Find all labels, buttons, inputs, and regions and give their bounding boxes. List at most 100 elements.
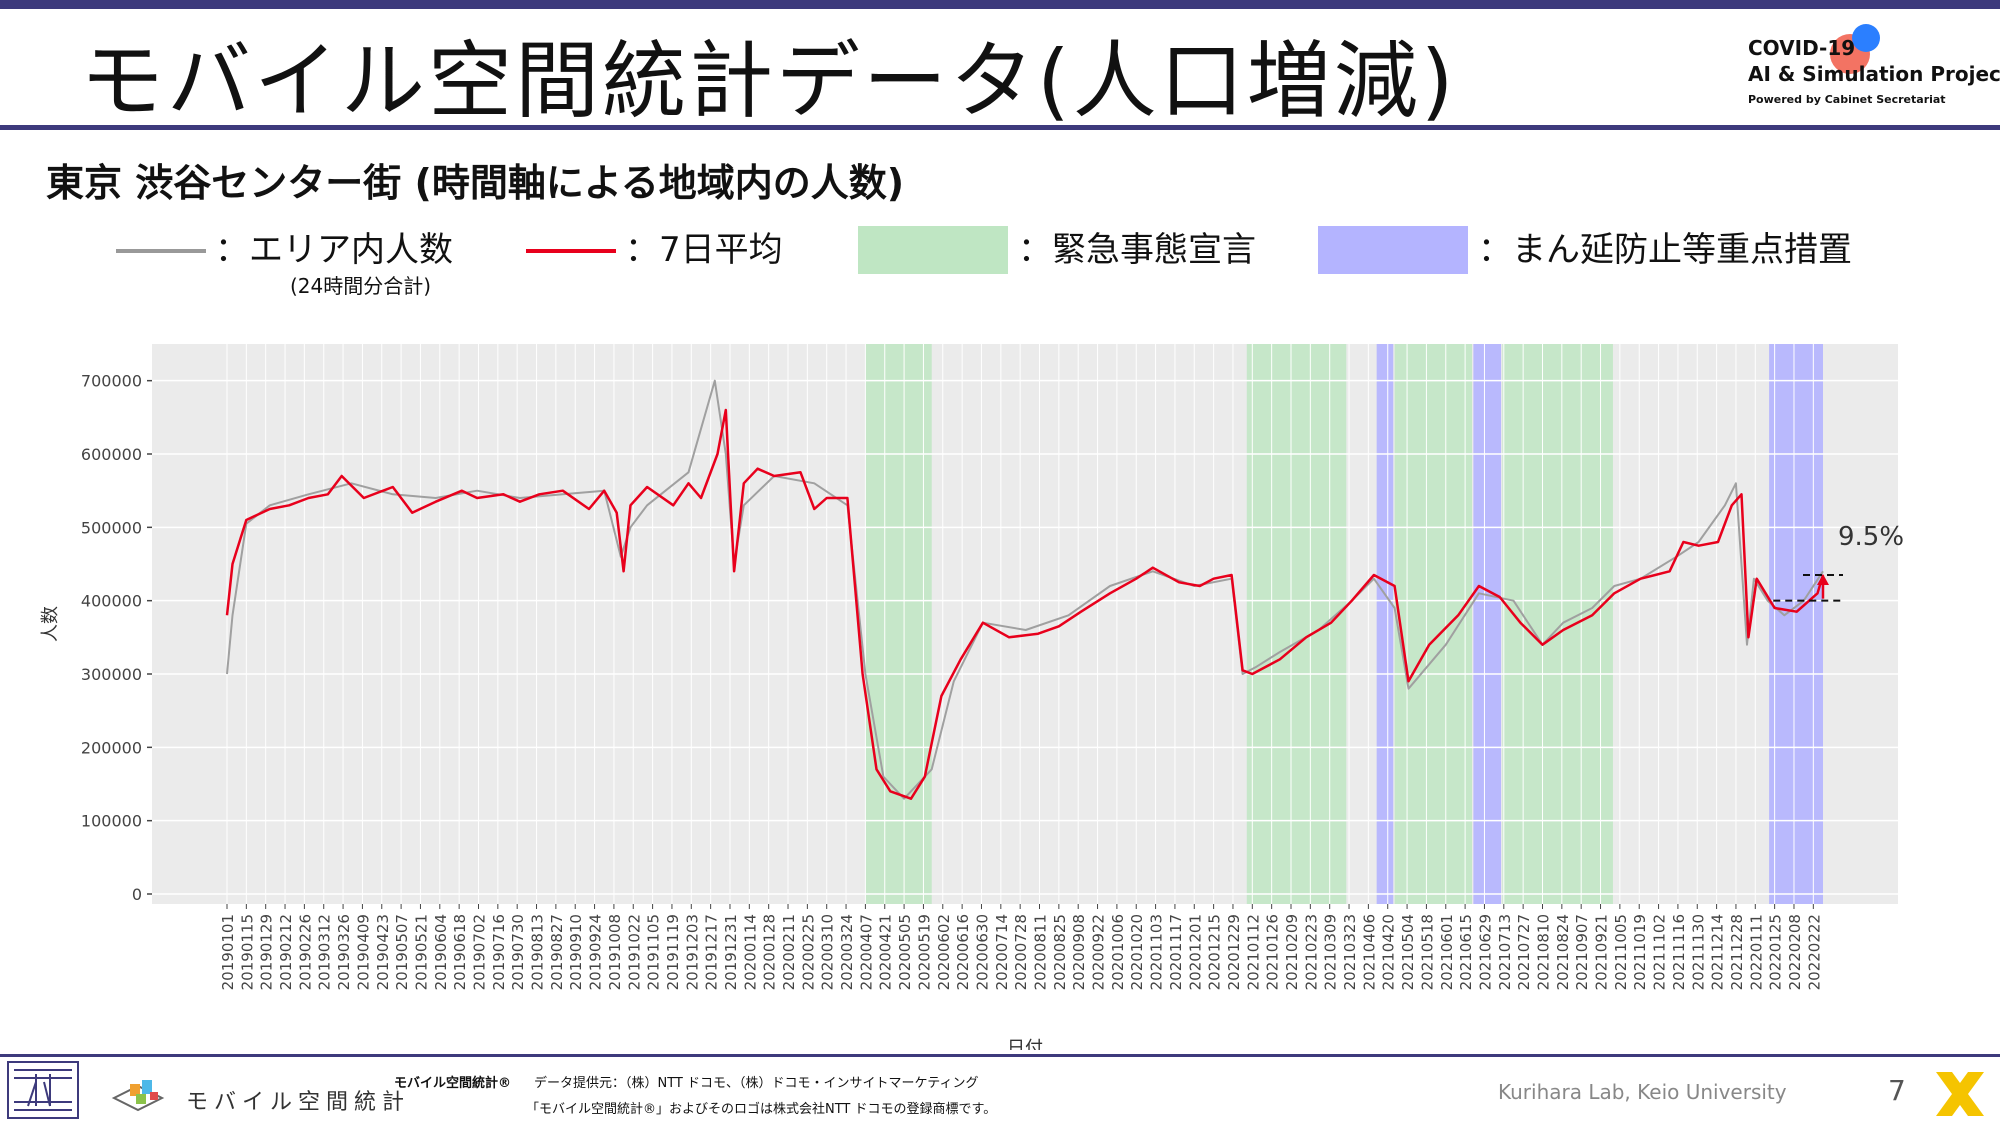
y-tick-label: 100000 [81,812,142,831]
footer-brand-bold: モバイル空間統計® [394,1076,512,1091]
x-tick-label: 20210518 [1418,914,1436,990]
x-tick-label: 20210601 [1438,914,1456,990]
x-tick-label: 20190618 [451,914,469,990]
x-tick-label: 20200616 [954,914,972,990]
x-tick-label: 20210727 [1515,914,1533,990]
emergency-period-band [865,344,932,904]
x-tick-label: 20190115 [238,914,256,990]
x-tick-label: 20200128 [761,914,779,990]
x-tick-label: 20200114 [741,914,759,990]
x-tick-label: 20190507 [393,914,411,990]
x-tick-label: 20210420 [1380,914,1398,990]
legend-emergency-label: ：緊急事態宣言 [1018,230,1256,270]
x-tick-label: 20190423 [374,914,392,990]
x-tick-label: 20190409 [354,914,372,990]
x-tick-label: 20200324 [838,914,856,990]
x-tick-label: 20190312 [316,914,334,990]
x-tick-label: 20200602 [935,914,953,990]
x-tick-label: 20210504 [1399,914,1417,990]
x-tick-label: 20200505 [896,914,914,990]
x-tick-label: 20210615 [1457,914,1475,990]
logo-project-name: AI & Simulation Project [1748,62,2000,86]
legend-raw-note: (24時間分合計) [290,274,432,298]
footer-divider [0,1054,2000,1057]
legend-priority-swatch [1318,226,1468,274]
logo-powered-by: Powered by Cabinet Secretariat [1748,93,1946,106]
x-tick-label: 20191008 [606,914,624,990]
page-number: 7 [1888,1074,1906,1107]
x-tick-label: 20190212 [277,914,295,990]
x-tick-label: 20210126 [1264,914,1282,990]
priority-period-band [1769,344,1823,904]
x-tick-label: 20220111 [1747,914,1765,990]
x-tick-label: 20210223 [1302,914,1320,990]
series-line-7day-average [225,408,1825,800]
y-tick-label: 300000 [81,665,142,684]
x-tick-label: 20210309 [1322,914,1340,990]
footer-brand-text: モバイル空間統計 [186,1090,411,1115]
x-tick-label: 20190813 [529,914,547,990]
mobile-spatial-stats-logo-icon [111,1080,165,1112]
y-axis-title: 人数 [40,606,61,642]
x-tick-label: 20200407 [857,914,875,990]
logo-blue-dot [1852,24,1880,52]
x-tick-label: 20190129 [258,914,276,990]
x-tick-label: 20210323 [1341,914,1359,990]
x-tick-label: 20211130 [1689,914,1707,990]
x-tick-label: 20190604 [432,914,450,990]
x-tick-label: 20190924 [587,914,605,990]
university-logo-icon [7,1061,79,1119]
x-tick-label: 20190101 [219,914,237,990]
legend-avg-label: ：7日平均 [625,230,783,270]
x-tick-label: 20191231 [722,914,740,990]
increase-arrowhead-icon [1817,574,1829,585]
x-tick-label: 20191217 [703,914,721,990]
x-tick-label: 20200922 [1090,914,1108,990]
x-tick-label: 20210112 [1244,914,1262,990]
y-tick-label: 600000 [81,445,142,464]
x-tick-label: 20190716 [490,914,508,990]
population-chart: 0 100000 200000 300000 400000 500000 600000 700… [40,344,1904,1050]
x-tick-label: 20191105 [645,914,663,990]
legend-priority-label: ：まん延防止等重点措置 [1478,230,1852,270]
x-tick-label: 20211019 [1631,914,1649,990]
priority-period-band [1376,344,1394,904]
x-tick-label: 20201006 [1109,914,1127,990]
x-tick-label: 20210824 [1554,914,1572,990]
x-tick-label: 20200421 [877,914,895,990]
x-tick-label: 20211116 [1670,914,1688,990]
x-tick-label: 20201215 [1206,914,1224,990]
x-tick-label: 20191022 [625,914,643,990]
x-tick-label: 20200310 [819,914,837,990]
increase-annotation: 9.5% [1838,522,1904,552]
x-tick-label: 20201103 [1148,914,1166,990]
chart-subtitle: 東京 渋谷センター街 (時間軸による地域内の人数) [46,161,905,205]
y-tick-label: 0 [132,885,142,904]
x-tick-label: 20220222 [1805,914,1823,990]
x-tick-label: 20210406 [1360,914,1378,990]
x-tick-label: 20190702 [470,914,488,990]
x-tick-label: 20210810 [1534,914,1552,990]
logo-covid19: COVID-19 [1748,36,1856,60]
x-tick-label: 20200908 [1070,914,1088,990]
x-brand-icon [1936,1072,1984,1116]
x-tick-label: 20200825 [1051,914,1069,990]
x-tick-label: 20201229 [1225,914,1243,990]
footer-data-provider: データ提供元：（株）NTT ドコモ、（株）ドコモ・インサイトマーケティング [534,1076,979,1091]
header-divider [0,125,2000,130]
page-title: モバイル空間統計データ(人口増減) [80,32,1457,130]
x-tick-label: 20210907 [1573,914,1591,990]
x-tick-label: 20191119 [664,914,682,990]
x-tick-label: 20201201 [1186,914,1204,990]
priority-period-band [1473,344,1502,904]
x-tick-label: 20201117 [1167,914,1185,990]
x-tick-label: 20211005 [1612,914,1630,990]
x-tick-label: 20210629 [1476,914,1494,990]
x-tick-label: 20211228 [1728,914,1746,990]
legend-raw-label: ：エリア内人数 [215,230,453,270]
x-tick-label: 20190326 [335,914,353,990]
x-tick-label: 20190827 [548,914,566,990]
x-tick-label: 20200630 [973,914,991,990]
x-tick-label: 20200211 [780,914,798,990]
x-tick-label: 20200811 [1032,914,1050,990]
